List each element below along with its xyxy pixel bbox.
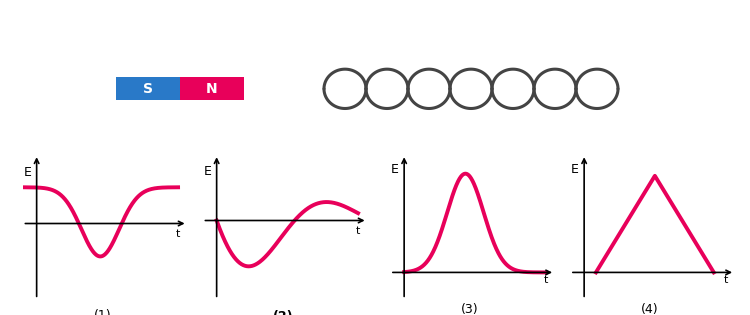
Text: (1): (1): [94, 309, 112, 315]
Text: E: E: [391, 163, 399, 176]
FancyBboxPatch shape: [180, 77, 244, 100]
Text: (3): (3): [461, 303, 479, 315]
Text: t: t: [544, 275, 548, 284]
Text: E: E: [571, 163, 579, 176]
FancyBboxPatch shape: [116, 77, 180, 100]
Text: E: E: [23, 166, 32, 179]
Text: (4): (4): [641, 303, 659, 315]
Text: N: N: [206, 82, 218, 96]
Text: t: t: [356, 226, 360, 236]
Text: t: t: [176, 229, 180, 239]
Text: (2): (2): [272, 310, 293, 315]
Text: S: S: [143, 82, 153, 96]
Text: E: E: [203, 165, 211, 178]
Text: t: t: [724, 275, 728, 284]
